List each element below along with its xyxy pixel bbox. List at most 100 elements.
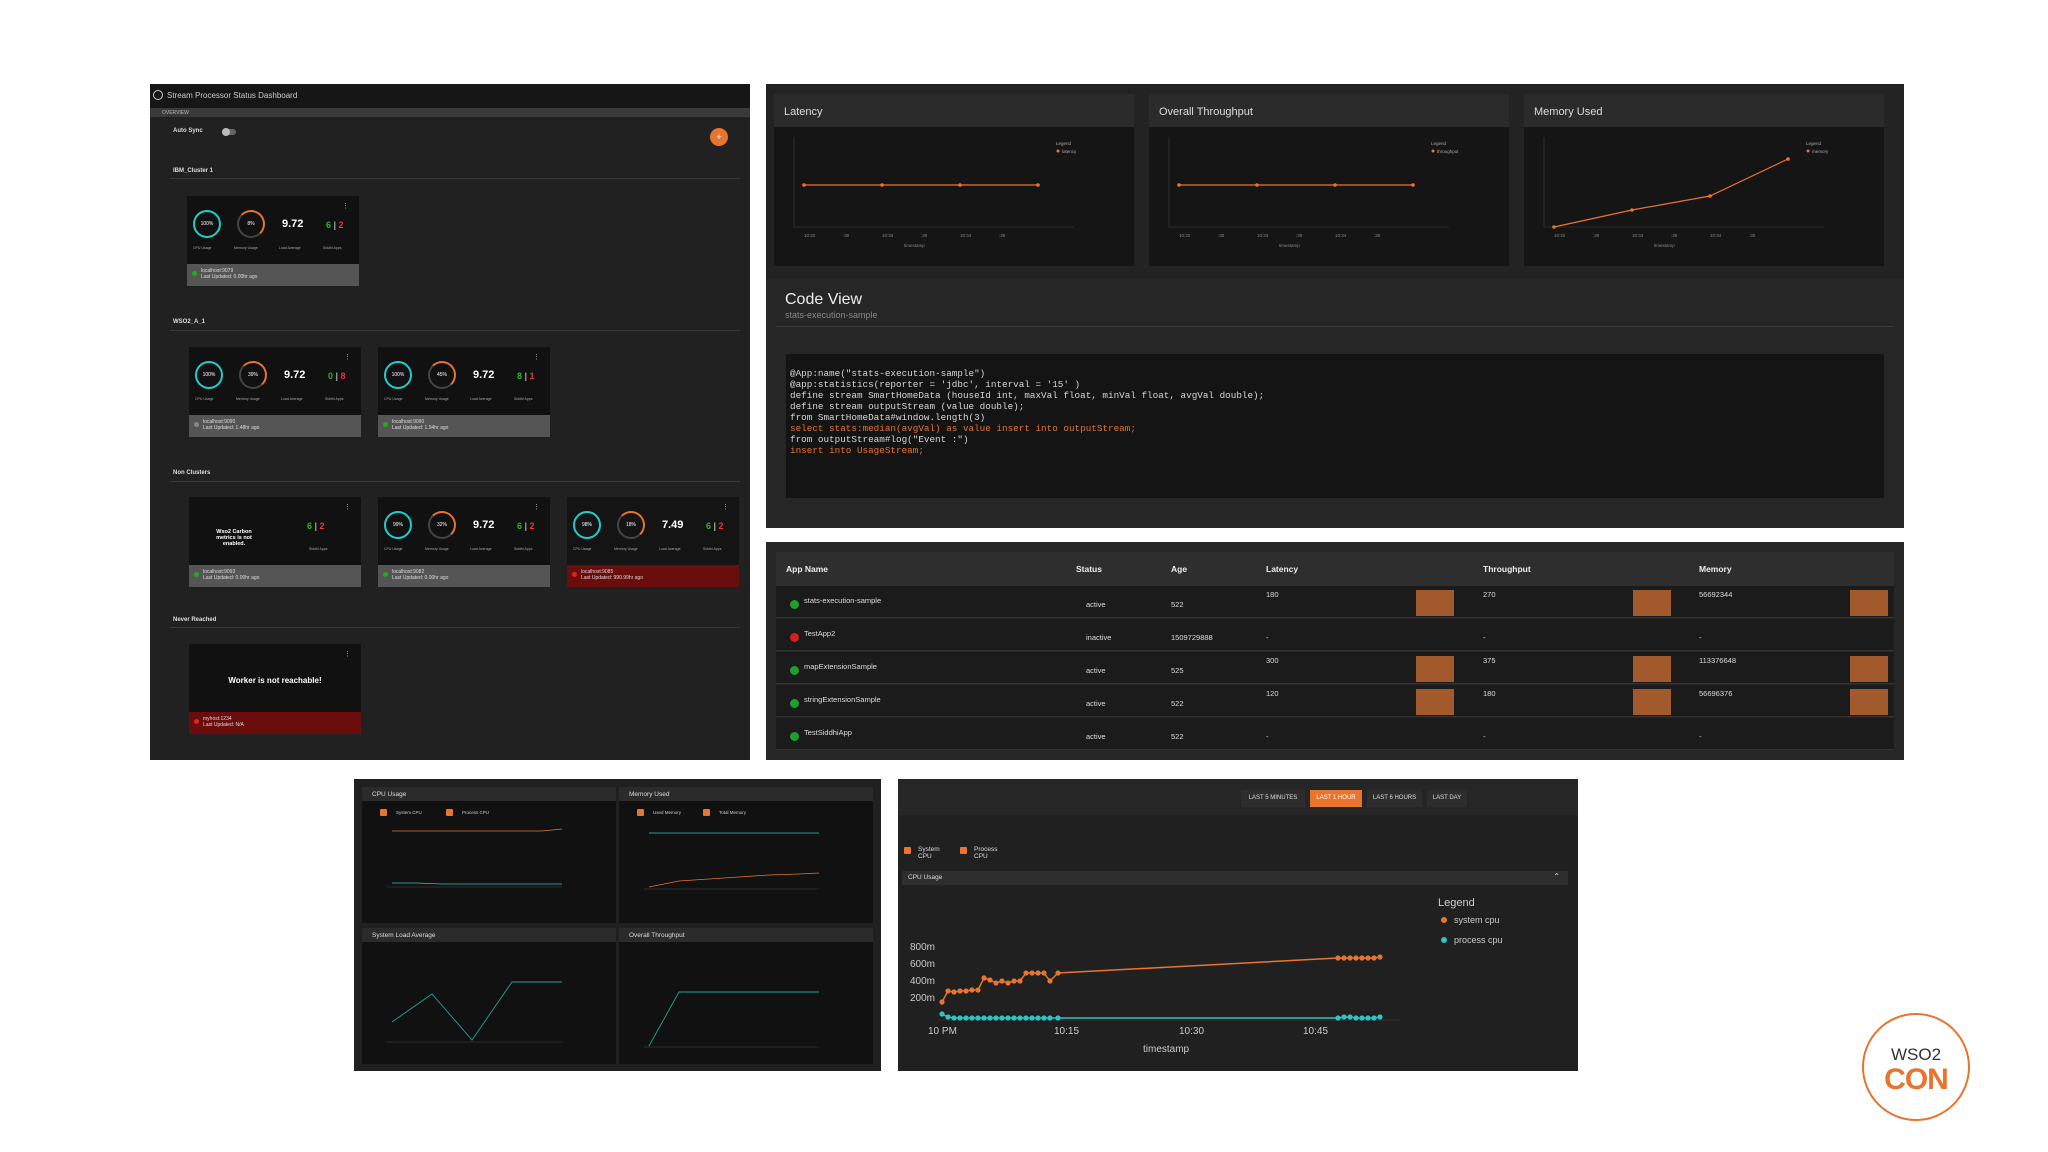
card-footer: localhost:9093 Last Updated: 0.00hr ago <box>189 565 361 587</box>
age-cell: 522 <box>1171 699 1184 708</box>
card-footer: localhost:9085 Last Updated: 990.99hr ago <box>567 565 739 587</box>
checkbox-label: System CPU <box>918 846 940 860</box>
more-icon[interactable]: ⋮ <box>344 504 351 511</box>
tab-overview-label: OVERVIEW <box>162 110 189 116</box>
latency-cell: 180 <box>1266 590 1279 599</box>
x-axis-label: timestamp <box>904 243 925 248</box>
table-row[interactable]: TestSiddhiApp active 522 - - - <box>776 718 1894 750</box>
memory-chart: Legend memory 10:32:30 10:33:30 10:34:30 t… <box>1543 137 1829 248</box>
group-title: Never Reached <box>173 617 217 623</box>
more-icon[interactable]: ⋮ <box>344 354 351 361</box>
x-tick: 10:34 <box>1710 233 1722 238</box>
column-header-age[interactable]: Age <box>1171 564 1188 574</box>
cpu-usage-section-header[interactable]: CPU Usage ⌃ <box>902 871 1568 885</box>
app-name-cell[interactable]: mapExtensionSample <box>804 662 877 671</box>
process-cpu-checkbox[interactable] <box>960 847 967 854</box>
throughput-cell: 375 <box>1483 656 1496 665</box>
worker-card[interactable]: ⋮ 100% 45% 9.72 8 | 1 CPU Usage Memory Us… <box>378 347 550 437</box>
legend-item-process: process cpu <box>1454 935 1503 945</box>
memory-label: Memory Usage <box>234 246 258 250</box>
worker-card[interactable]: ⋮ Worker is not reachable! myhost:1234 La… <box>189 644 361 734</box>
system-cpu-checkbox[interactable] <box>380 809 387 816</box>
host-label: localhost:9082 <box>392 569 425 575</box>
system-cpu-checkbox[interactable] <box>904 847 911 854</box>
range-last-6-hours[interactable]: LAST 6 HOURS <box>1367 790 1422 807</box>
throughput-sparkline <box>1633 590 1671 616</box>
siddhi-label: Siddhi Apps <box>514 397 533 401</box>
data-point <box>1552 225 1556 229</box>
table-row[interactable]: TestApp2 inactive 1509729888 - - - <box>776 619 1894 651</box>
more-icon[interactable]: ⋮ <box>533 504 540 511</box>
worker-card[interactable]: ⋮ Wso2 Carbon metrics is not enabled. 6 … <box>189 497 361 587</box>
range-last-day[interactable]: LAST DAY <box>1427 790 1467 807</box>
app-metrics-panel: Latency Legend latency 10:32:30 10:33:30 1… <box>766 84 1904 528</box>
divider <box>170 627 740 628</box>
x-axis-label: timestamp <box>1143 1044 1190 1055</box>
latency-cell: - <box>1266 633 1269 642</box>
data-point <box>1708 194 1712 198</box>
cpu-label: CPU Usage <box>193 246 212 250</box>
app-name-cell[interactable]: TestApp2 <box>804 629 836 638</box>
process-cpu-checkbox[interactable] <box>446 809 453 816</box>
last-updated-label: Last Updated: 1.48hr ago <box>203 425 260 431</box>
worker-card[interactable]: ⋮ 100% 8% 9.72 6 | 2 CPU Usage Memory Usa… <box>187 196 359 286</box>
worker-card[interactable]: ⋮ 98% 18% 7.49 6 | 2 CPU Usage Memory Usa… <box>567 497 739 587</box>
memory-sparkline <box>1850 656 1888 682</box>
throughput-sparkline <box>1633 689 1671 715</box>
add-worker-button[interactable]: + <box>710 128 728 146</box>
more-icon[interactable]: ⋮ <box>344 651 351 658</box>
column-header-status[interactable]: Status <box>1076 564 1102 574</box>
column-header-latency[interactable]: Latency <box>1266 564 1299 574</box>
app-name-cell[interactable]: stats-execution-sample <box>804 596 882 605</box>
legend-item: throughput <box>1437 149 1459 154</box>
x-tick: 10:32 <box>804 233 816 238</box>
throughput-sparkline <box>1633 656 1671 682</box>
cpu-gauge: 100% <box>195 361 223 389</box>
more-icon[interactable]: ⋮ <box>342 203 349 210</box>
column-header-memory[interactable]: Memory <box>1699 564 1732 574</box>
worker-card[interactable]: ⋮ 100% 39% 9.72 0 | 8 CPU Usage Memory Us… <box>189 347 361 437</box>
code-view-subtitle: stats-execution-sample <box>785 310 878 320</box>
memory-cell: - <box>1699 633 1702 642</box>
chevron-up-icon[interactable]: ⌃ <box>1553 872 1560 881</box>
host-label: localhost:9079 <box>201 268 234 274</box>
total-memory-checkbox[interactable] <box>703 809 710 816</box>
worker-card[interactable]: ⋮ 99% 32% 9.72 6 | 2 CPU Usage Memory Usa… <box>378 497 550 587</box>
age-cell: 1509729888 <box>1171 633 1213 642</box>
dashboard-titlebar: Stream Processor Status Dashboard <box>150 84 750 108</box>
table-row[interactable]: mapExtensionSample active 525 300 375 11… <box>776 652 1894 684</box>
table-row[interactable]: stats-execution-sample active 522 180 27… <box>776 586 1894 618</box>
latency-sparkline <box>1416 656 1454 682</box>
column-header-app-name[interactable]: App Name <box>786 564 829 574</box>
column-header-throughput[interactable]: Throughput <box>1483 564 1531 574</box>
x-tick: 10:34 <box>960 233 972 238</box>
panel-title: CPU Usage <box>362 787 616 801</box>
siddhi-app-count: 8 | 1 <box>517 371 535 381</box>
range-last-1-hour[interactable]: LAST 1 HOUR <box>1310 790 1362 807</box>
app-name-cell[interactable]: TestSiddhiApp <box>804 728 852 737</box>
chart-title: Latency <box>774 94 1134 127</box>
more-icon[interactable]: ⋮ <box>722 504 729 511</box>
more-icon[interactable]: ⋮ <box>533 354 540 361</box>
range-last-5-minutes[interactable]: LAST 5 MINUTES <box>1241 790 1305 807</box>
checkbox-label: Process CPU <box>462 810 490 815</box>
app-name-cell[interactable]: stringExtensionSample <box>804 695 881 704</box>
system-metrics-panel: CPU Usage System CPU Process CPU Memory … <box>354 779 881 1071</box>
code-line: select stats:median(avgVal) as value ins… <box>790 423 1136 434</box>
table-row[interactable]: stringExtensionSample active 522 120 180… <box>776 685 1894 717</box>
siddhi-label: Siddhi Apps <box>323 246 342 250</box>
siddhi-label: Siddhi Apps <box>703 547 722 551</box>
siddhi-label: Siddhi Apps <box>325 397 344 401</box>
legend-marker <box>1056 149 1060 153</box>
tab-overview[interactable]: OVERVIEW <box>150 108 750 117</box>
used-memory-checkbox[interactable] <box>637 809 644 816</box>
divider <box>170 330 740 331</box>
load-average-value: 9.72 <box>473 519 495 531</box>
system-cpu-points <box>939 954 1383 1005</box>
cpu-label: CPU Usage <box>195 397 214 401</box>
load-average-value: 9.72 <box>284 369 306 381</box>
x-tick: :30 <box>1296 233 1303 238</box>
auto-sync-toggle[interactable] <box>222 128 236 136</box>
throughput-cell: - <box>1483 732 1486 741</box>
status-cell: active <box>1086 699 1106 708</box>
